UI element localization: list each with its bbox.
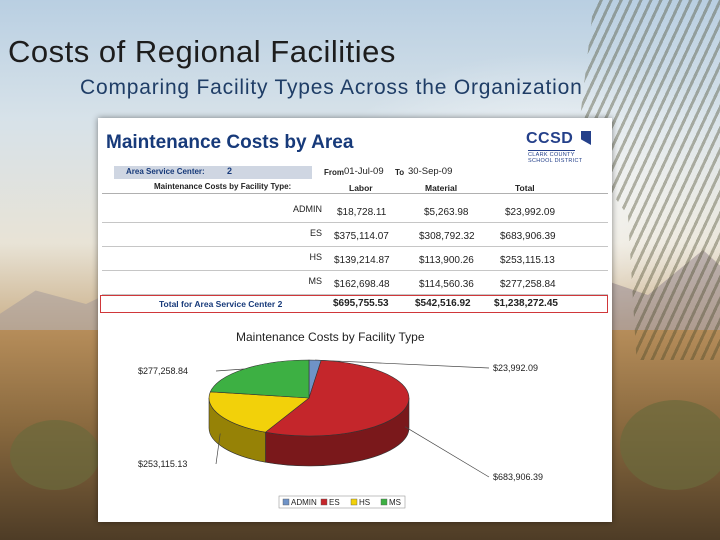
labor-cell: $139,214.87 — [334, 255, 390, 266]
pie-labels: $23,992.09 $683,906.39 $253,115.13 $277,258… — [138, 359, 543, 482]
pie-slice-ms — [209, 359, 310, 399]
slide-subtitle: Comparing Facility Types Across the Orga… — [80, 76, 583, 99]
material-cell: $5,263.98 — [424, 207, 469, 218]
pie-chart: Maintenance Costs by Facility Type $23,9… — [138, 330, 543, 509]
total-cell: $253,115.13 — [500, 255, 555, 266]
data-label-ms: $277,258.84 — [138, 366, 188, 376]
data-label-admin: $23,992.09 — [493, 363, 538, 373]
data-label-hs: $253,115.13 — [138, 459, 187, 469]
total-row: Total for Area Service Center 2 $695,755… — [100, 295, 608, 313]
pie-slice-es — [264, 359, 410, 437]
area-service-center-label: Area Service Center: — [126, 167, 205, 176]
total-label: Total for Area Service Center 2 — [159, 299, 283, 309]
section-label: Maintenance Costs by Facility Type: — [154, 182, 292, 191]
legend-box — [278, 495, 406, 509]
legend-swatch-ms — [380, 498, 388, 506]
facility-type: ADMIN — [293, 204, 322, 214]
report-card: Maintenance Costs by Area CCSD CLARK COU… — [98, 118, 612, 522]
leader-line — [215, 433, 221, 465]
logo-mark-icon — [581, 131, 591, 145]
table-row: MS $162,698.48 $114,560.36 $277,258.84 — [102, 270, 608, 295]
shrub — [10, 420, 100, 490]
column-header-material: Material — [425, 183, 458, 193]
facility-type: HS — [309, 252, 322, 262]
from-date: 01-Jul-09 — [344, 166, 384, 177]
legend-swatch-es — [320, 498, 328, 506]
area-service-center-box: Area Service Center: 2 — [114, 166, 312, 179]
data-label-es: $683,906.39 — [493, 472, 543, 482]
table-row: ADMIN $18,728.11 $5,263.98 $23,992.09 — [102, 198, 608, 223]
facility-type: ES — [309, 228, 322, 238]
pie-slices — [208, 359, 410, 437]
logo-text: CCSD — [526, 130, 574, 147]
labor-cell: $375,114.07 — [334, 231, 389, 242]
column-header-labor: Labor — [349, 183, 373, 193]
ccsd-logo: CCSD CLARK COUNTY SCHOOL DISTRICT — [526, 130, 592, 166]
legend-swatch-hs — [350, 498, 358, 506]
total-total: $1,238,272.45 — [494, 298, 558, 309]
logo-line1: CLARK COUNTY — [528, 150, 575, 158]
report-title: Maintenance Costs by Area — [106, 132, 354, 153]
header-divider — [102, 193, 608, 194]
material-cell: $114,560.36 — [419, 279, 474, 290]
pie-slice-hs — [208, 391, 310, 433]
legend-label-hs: HS — [359, 498, 370, 507]
material-cell: $113,900.26 — [419, 255, 474, 266]
column-header-total: Total — [515, 183, 535, 193]
total-material: $542,516.92 — [415, 298, 471, 309]
leader-line — [315, 359, 490, 369]
table-row: HS $139,214.87 $113,900.26 $253,115.13 — [102, 246, 608, 271]
to-label: To — [395, 168, 405, 177]
labor-cell: $18,728.11 — [337, 207, 387, 218]
leader-line — [215, 368, 245, 372]
legend-label-ms: MS — [389, 498, 401, 507]
pie-legend: ADMIN ES HS MS — [278, 495, 406, 509]
total-cell: $23,992.09 — [505, 207, 556, 218]
logo-line2: SCHOOL DISTRICT — [528, 158, 583, 164]
legend-swatch-admin — [282, 498, 290, 506]
leader-line — [404, 426, 490, 478]
legend-label-es: ES — [329, 498, 340, 507]
facility-type: MS — [308, 276, 323, 286]
table-row: ES $375,114.07 $308,792.32 $683,906.39 — [102, 222, 608, 247]
material-cell: $308,792.32 — [419, 231, 475, 242]
slide-title: Costs of Regional Facilities — [8, 34, 396, 69]
to-date: 30-Sep-09 — [408, 166, 453, 177]
total-cell: $277,258.84 — [500, 279, 556, 290]
legend-label-admin: ADMIN — [291, 498, 317, 507]
shrub — [620, 400, 720, 490]
labor-cell: $162,698.48 — [334, 279, 390, 290]
pie-chart-title: Maintenance Costs by Facility Type — [236, 330, 425, 344]
total-labor: $695,755.53 — [333, 298, 389, 309]
from-label: From — [324, 168, 344, 177]
area-service-center-value: 2 — [227, 166, 233, 176]
total-cell: $683,906.39 — [500, 231, 556, 242]
